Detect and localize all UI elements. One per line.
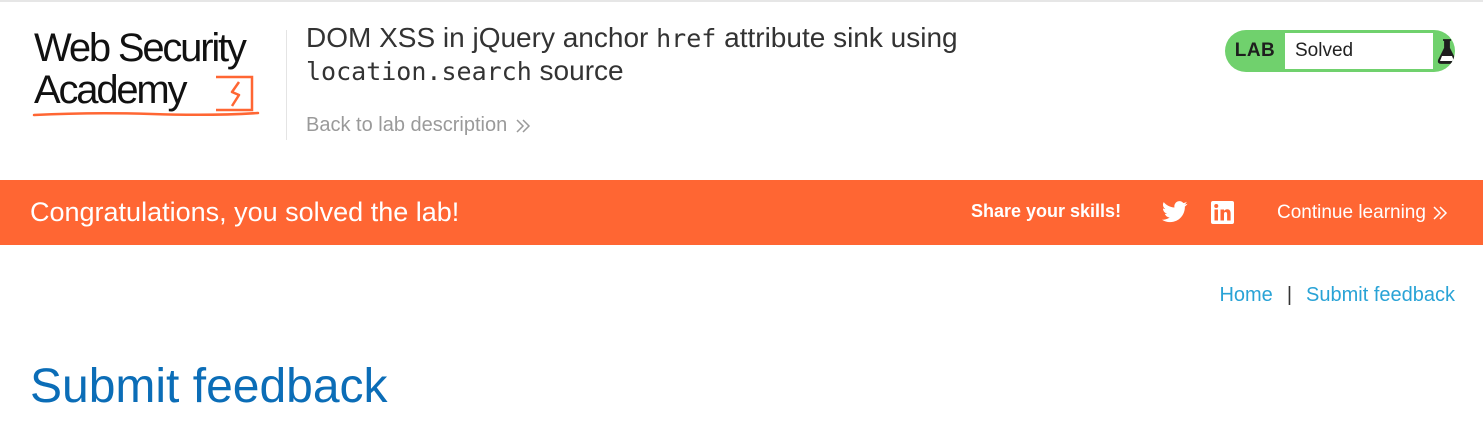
lab-title-code-location-search: location.search [306, 57, 532, 86]
continue-learning-label: Continue learning [1277, 180, 1426, 245]
logo-text-line1: Web Security [34, 28, 245, 68]
double-chevron-right-icon [1432, 205, 1448, 221]
lab-title-part1: DOM XSS in jQuery anchor [306, 22, 656, 53]
nav-separator: | [1287, 284, 1292, 307]
continue-learning-link[interactable]: Continue learning [1277, 180, 1448, 245]
back-to-lab-description-link[interactable]: Back to lab description [306, 114, 531, 137]
logo-underline-icon [32, 110, 262, 118]
nav-home-link[interactable]: Home [1219, 284, 1272, 307]
linkedin-icon[interactable] [1211, 201, 1234, 224]
logo-bracket-icon [212, 74, 258, 114]
back-link-label: Back to lab description [306, 114, 507, 137]
lab-title-part2: attribute sink using [716, 22, 957, 53]
flask-icon [1433, 30, 1455, 72]
double-chevron-right-icon [515, 118, 531, 134]
page-nav: Home | Submit feedback [1219, 284, 1455, 307]
lab-title-part3: source [532, 55, 624, 86]
congratulations-message: Congratulations, you solved the lab! [30, 180, 459, 245]
web-security-academy-logo[interactable]: Web Security Academy [32, 28, 284, 120]
lab-header: Web Security Academy DOM XSS in jQuery a… [0, 2, 1483, 180]
page-title: Submit feedback [30, 358, 388, 416]
nav-submit-feedback-link[interactable]: Submit feedback [1306, 284, 1455, 307]
share-skills-label: Share your skills! [971, 180, 1121, 243]
lab-status-badge: LAB Solved [1225, 30, 1455, 72]
twitter-icon[interactable] [1162, 201, 1188, 223]
header-divider [286, 30, 287, 140]
lab-status-label: LAB [1225, 30, 1285, 72]
lab-title: DOM XSS in jQuery anchor href attribute … [306, 22, 1166, 88]
logo-text-line2: Academy [34, 70, 185, 110]
lab-status-value: Solved [1285, 33, 1433, 69]
lab-title-code-href: href [656, 24, 716, 53]
lab-solved-banner: Congratulations, you solved the lab! Sha… [0, 180, 1483, 245]
